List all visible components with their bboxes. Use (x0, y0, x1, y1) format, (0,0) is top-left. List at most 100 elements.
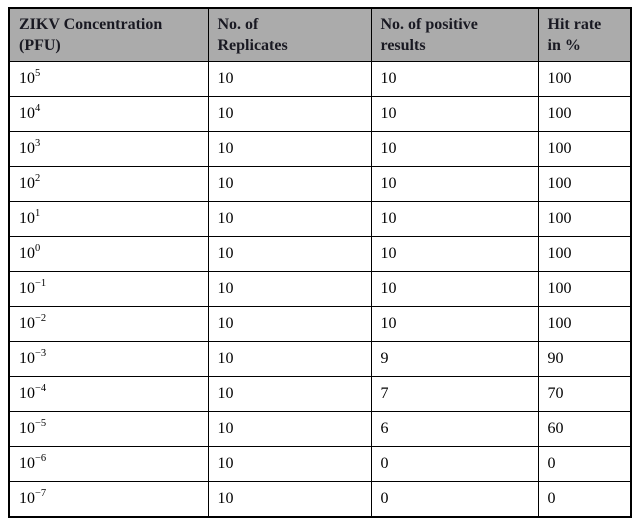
cell-concentration: 10−3 (8, 341, 209, 377)
concentration-base: 10 (19, 210, 35, 227)
cell-hit-rate: 100 (537, 61, 632, 97)
cell-positive-results: 10 (370, 271, 539, 307)
cell-positive-results: 10 (370, 201, 539, 237)
table-row: 10−6 10 0 0 (8, 446, 632, 482)
header-hit-rate-line1: Hit rate (547, 16, 602, 33)
cell-positive-results: 10 (370, 166, 539, 202)
cell-positive-results: 10 (370, 306, 539, 342)
table-row: 10−4 10 7 70 (8, 376, 632, 412)
table-row: 10−3 10 9 90 (8, 341, 632, 377)
concentration-exponent: 3 (35, 137, 41, 149)
header-positive-results-line1: No. of positive (380, 16, 478, 33)
table-row: 101 10 10 100 (8, 201, 632, 237)
cell-hit-rate: 100 (537, 271, 632, 307)
table-row: 10−7 10 0 0 (8, 481, 632, 518)
concentration-exponent: 1 (35, 207, 41, 219)
header-positive-results: No. of positive results (370, 7, 539, 62)
cell-replicates: 10 (207, 341, 372, 377)
cell-concentration: 10−2 (8, 306, 209, 342)
cell-hit-rate: 100 (537, 166, 632, 202)
cell-positive-results: 7 (370, 376, 539, 412)
cell-hit-rate: 100 (537, 306, 632, 342)
concentration-base: 10 (19, 175, 35, 192)
concentration-base: 10 (19, 385, 35, 402)
table-row: 104 10 10 100 (8, 96, 632, 132)
cell-hit-rate: 100 (537, 96, 632, 132)
concentration-base: 10 (19, 70, 35, 87)
cell-concentration: 10−5 (8, 411, 209, 447)
cell-hit-rate: 0 (537, 481, 632, 518)
concentration-exponent: 4 (35, 102, 41, 114)
concentration-base: 10 (19, 420, 35, 437)
cell-replicates: 10 (207, 131, 372, 167)
cell-replicates: 10 (207, 61, 372, 97)
cell-replicates: 10 (207, 166, 372, 202)
cell-replicates: 10 (207, 271, 372, 307)
header-replicates-line2: Replicates (217, 37, 288, 54)
table-row: 10−5 10 6 60 (8, 411, 632, 447)
concentration-base: 10 (19, 140, 35, 157)
cell-replicates: 10 (207, 376, 372, 412)
header-positive-results-line2: results (380, 37, 426, 54)
concentration-exponent: −1 (35, 277, 47, 289)
cell-positive-results: 10 (370, 131, 539, 167)
cell-hit-rate: 100 (537, 201, 632, 237)
concentration-base: 10 (19, 455, 35, 472)
concentration-base: 10 (19, 350, 35, 367)
table-row: 103 10 10 100 (8, 131, 632, 167)
concentration-base: 10 (19, 280, 35, 297)
concentration-exponent: 0 (35, 242, 41, 254)
zikv-results-table: ZIKV Concentration (PFU) No. of Replicat… (8, 7, 632, 518)
concentration-exponent: 5 (35, 67, 41, 79)
cell-concentration: 103 (8, 131, 209, 167)
cell-concentration: 10−6 (8, 446, 209, 482)
cell-replicates: 10 (207, 481, 372, 518)
concentration-exponent: −6 (35, 452, 47, 464)
header-replicates-line1: No. of (217, 16, 259, 33)
header-concentration: ZIKV Concentration (PFU) (8, 7, 209, 62)
header-hit-rate: Hit rate in % (537, 7, 632, 62)
cell-replicates: 10 (207, 306, 372, 342)
cell-hit-rate: 100 (537, 131, 632, 167)
concentration-exponent: 2 (35, 172, 41, 184)
table-row: 105 10 10 100 (8, 61, 632, 97)
cell-hit-rate: 0 (537, 446, 632, 482)
cell-concentration: 100 (8, 236, 209, 272)
concentration-exponent: −5 (35, 417, 47, 429)
cell-concentration: 10−7 (8, 481, 209, 518)
cell-positive-results: 6 (370, 411, 539, 447)
cell-replicates: 10 (207, 96, 372, 132)
cell-replicates: 10 (207, 201, 372, 237)
table-row: 102 10 10 100 (8, 166, 632, 202)
cell-concentration: 101 (8, 201, 209, 237)
header-hit-rate-line2: in % (547, 37, 581, 54)
cell-hit-rate: 70 (537, 376, 632, 412)
concentration-exponent: −4 (35, 382, 47, 394)
header-replicates: No. of Replicates (207, 7, 372, 62)
concentration-base: 10 (19, 105, 35, 122)
cell-positive-results: 0 (370, 481, 539, 518)
cell-hit-rate: 60 (537, 411, 632, 447)
cell-concentration: 105 (8, 61, 209, 97)
cell-hit-rate: 100 (537, 236, 632, 272)
cell-concentration: 10−1 (8, 271, 209, 307)
table-row: 10−2 10 10 100 (8, 306, 632, 342)
cell-positive-results: 10 (370, 236, 539, 272)
cell-positive-results: 0 (370, 446, 539, 482)
cell-concentration: 104 (8, 96, 209, 132)
header-concentration-line2: (PFU) (19, 37, 61, 54)
concentration-exponent: −3 (35, 347, 47, 359)
cell-hit-rate: 90 (537, 341, 632, 377)
concentration-exponent: −2 (35, 312, 47, 324)
cell-replicates: 10 (207, 236, 372, 272)
cell-concentration: 10−4 (8, 376, 209, 412)
header-concentration-line1: ZIKV Concentration (19, 16, 163, 33)
header-row: ZIKV Concentration (PFU) No. of Replicat… (8, 7, 632, 62)
table-row: 10−1 10 10 100 (8, 271, 632, 307)
cell-concentration: 102 (8, 166, 209, 202)
concentration-base: 10 (19, 490, 35, 507)
cell-replicates: 10 (207, 411, 372, 447)
concentration-base: 10 (19, 245, 35, 262)
concentration-exponent: −7 (35, 487, 47, 499)
